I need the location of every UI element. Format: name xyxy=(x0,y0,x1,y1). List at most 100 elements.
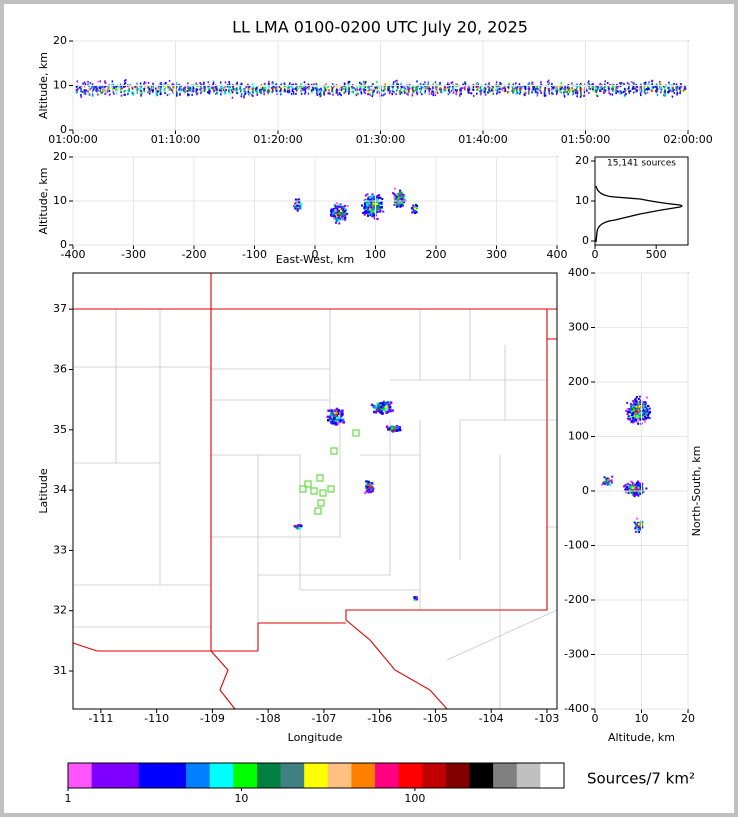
source-cell xyxy=(650,89,653,92)
source-cell xyxy=(630,408,633,411)
source-cell xyxy=(395,86,397,89)
source-cell xyxy=(423,88,425,91)
source-cell xyxy=(499,91,501,94)
source-cell xyxy=(528,90,530,93)
source-cell xyxy=(567,93,569,96)
source-cell xyxy=(616,86,618,89)
source-cell xyxy=(634,418,637,421)
source-cell xyxy=(503,90,506,92)
source-cell xyxy=(612,85,615,88)
source-cell xyxy=(388,86,390,89)
source-cell xyxy=(353,87,355,89)
source-cell xyxy=(623,485,625,488)
x-axis-label: Altitude, km xyxy=(608,731,675,744)
source-cell xyxy=(488,82,490,85)
source-cell xyxy=(268,86,270,89)
source-cell xyxy=(567,86,569,89)
source-cell xyxy=(230,89,233,92)
source-cell xyxy=(377,404,381,408)
source-cell xyxy=(633,414,636,417)
source-cell xyxy=(488,86,491,89)
source-cell xyxy=(200,89,203,92)
source-cell xyxy=(156,93,159,96)
source-cell xyxy=(231,96,234,99)
source-cell xyxy=(287,89,289,92)
source-cell xyxy=(180,89,182,92)
source-cell xyxy=(399,191,402,194)
source-cell xyxy=(395,197,398,200)
source-cell xyxy=(555,88,557,91)
source-cell xyxy=(421,86,423,89)
source-cell xyxy=(634,487,637,490)
source-cell xyxy=(83,89,86,92)
x-tick-label: 01:00:00 xyxy=(48,133,97,146)
source-cell xyxy=(373,217,376,220)
source-cell xyxy=(370,403,374,407)
x-tick-label: 01:20:00 xyxy=(253,133,302,146)
source-cell xyxy=(366,212,369,215)
source-cell xyxy=(460,93,462,95)
source-cell xyxy=(334,205,337,208)
x-tick-label: 01:40:00 xyxy=(458,133,507,146)
source-cell xyxy=(455,83,457,86)
source-cell xyxy=(648,82,650,85)
source-cell xyxy=(97,89,99,92)
source-cell xyxy=(376,91,378,94)
source-cell xyxy=(278,86,281,88)
source-cell xyxy=(392,81,395,84)
source-cell xyxy=(219,87,221,90)
source-cell xyxy=(648,411,651,414)
source-cell xyxy=(518,92,521,95)
source-cell xyxy=(341,413,344,416)
x-tick-label: 0 xyxy=(592,712,599,725)
source-cell xyxy=(164,86,166,89)
source-cell xyxy=(396,197,399,200)
source-cell xyxy=(366,204,369,207)
source-cell xyxy=(595,91,597,94)
source-cell xyxy=(335,219,338,222)
source-cell xyxy=(643,405,646,408)
source-cell xyxy=(366,86,369,89)
source-cell xyxy=(597,87,599,90)
source-cell xyxy=(646,410,649,413)
source-cell xyxy=(348,92,350,95)
source-cell xyxy=(551,93,553,96)
source-cell xyxy=(339,217,342,220)
source-cell xyxy=(412,211,415,214)
source-cell xyxy=(460,87,462,90)
source-cell xyxy=(296,85,299,88)
source-cell xyxy=(323,92,325,95)
source-cell xyxy=(87,90,89,93)
source-cell xyxy=(264,87,267,90)
source-cell xyxy=(199,82,201,84)
source-cell xyxy=(564,88,567,91)
source-cell xyxy=(411,87,414,89)
source-cell xyxy=(443,86,446,89)
source-cell xyxy=(296,87,298,90)
source-cell xyxy=(332,93,334,96)
source-cell xyxy=(397,199,400,202)
source-cell xyxy=(527,87,530,90)
source-cell xyxy=(369,93,371,96)
source-cell xyxy=(231,91,234,94)
source-cell xyxy=(360,88,363,90)
source-cell xyxy=(267,89,270,91)
source-cell xyxy=(374,86,376,89)
source-cell xyxy=(341,418,345,422)
source-cell xyxy=(644,411,647,414)
source-cell xyxy=(304,87,307,90)
source-cell xyxy=(314,87,316,90)
source-cell xyxy=(313,83,315,86)
source-cell xyxy=(668,88,670,91)
source-cell xyxy=(178,88,180,91)
source-cell xyxy=(348,88,350,91)
source-cell xyxy=(143,83,146,86)
source-cell xyxy=(318,88,320,91)
source-cell xyxy=(382,210,385,213)
source-cell xyxy=(636,486,639,489)
source-cell xyxy=(519,89,521,92)
colorbar-bin xyxy=(280,763,305,788)
source-cell xyxy=(396,426,399,429)
source-cell xyxy=(168,88,170,91)
source-cell xyxy=(424,91,426,94)
